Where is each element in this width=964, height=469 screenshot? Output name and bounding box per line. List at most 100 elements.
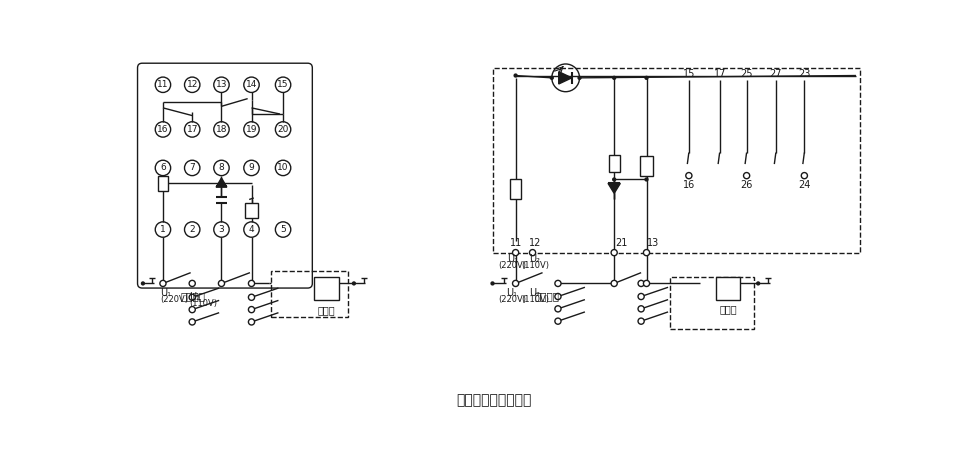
Circle shape	[638, 280, 644, 287]
Text: 7: 7	[189, 163, 195, 173]
Text: (110V): (110V)	[521, 261, 549, 270]
Text: 15: 15	[683, 69, 695, 79]
Circle shape	[189, 319, 196, 325]
Circle shape	[555, 318, 561, 324]
Polygon shape	[559, 72, 572, 84]
Circle shape	[743, 173, 750, 179]
Bar	[510, 180, 521, 199]
Circle shape	[555, 280, 561, 287]
Circle shape	[141, 281, 146, 286]
Circle shape	[555, 294, 561, 300]
Circle shape	[189, 280, 196, 287]
Text: 17: 17	[186, 125, 198, 134]
Text: 8: 8	[219, 163, 225, 173]
Polygon shape	[216, 178, 227, 187]
Text: 5: 5	[281, 225, 286, 234]
Text: 9: 9	[249, 163, 254, 173]
Text: 21: 21	[616, 238, 629, 249]
Text: 1: 1	[160, 225, 166, 234]
Bar	[609, 155, 620, 172]
Circle shape	[160, 280, 166, 287]
Polygon shape	[608, 183, 620, 193]
Circle shape	[513, 280, 519, 287]
Bar	[639, 156, 654, 175]
Circle shape	[611, 280, 617, 287]
Circle shape	[189, 294, 196, 300]
Text: 27: 27	[769, 69, 782, 79]
Bar	[670, 277, 754, 329]
Text: U₁: U₁	[506, 287, 518, 298]
Circle shape	[644, 177, 649, 182]
Bar	[157, 175, 169, 191]
Circle shape	[756, 281, 761, 286]
Text: U₁: U₁	[160, 287, 171, 298]
Text: U₂: U₂	[529, 287, 541, 298]
Circle shape	[611, 250, 617, 256]
Text: 13: 13	[216, 80, 228, 89]
Text: (220V): (220V)	[160, 295, 188, 304]
Circle shape	[352, 281, 356, 286]
Circle shape	[638, 306, 644, 312]
Bar	[246, 203, 257, 218]
Circle shape	[529, 250, 536, 256]
Text: 2: 2	[189, 225, 195, 234]
Circle shape	[219, 280, 225, 287]
Circle shape	[685, 173, 692, 179]
Text: 19: 19	[246, 125, 257, 134]
Circle shape	[612, 177, 616, 182]
Text: 13: 13	[647, 238, 658, 249]
Text: (220V): (220V)	[497, 295, 525, 304]
Circle shape	[643, 250, 650, 256]
Text: 16: 16	[683, 180, 695, 190]
Text: 18: 18	[216, 125, 228, 134]
Text: U₂: U₂	[529, 254, 541, 264]
Bar	[493, 68, 860, 253]
Text: 15: 15	[278, 80, 289, 89]
Text: 10: 10	[278, 163, 289, 173]
Text: 4: 4	[249, 225, 254, 234]
Bar	[716, 277, 740, 300]
Text: 跳闸触点: 跳闸触点	[535, 292, 560, 302]
Circle shape	[643, 280, 650, 287]
Text: (110V): (110V)	[521, 295, 549, 304]
Text: 断路器: 断路器	[317, 305, 335, 315]
Circle shape	[249, 307, 254, 313]
Text: 20: 20	[278, 125, 289, 134]
Circle shape	[249, 280, 254, 287]
Text: (110V): (110V)	[189, 299, 217, 308]
Text: 跳闸回路监视典型图: 跳闸回路监视典型图	[456, 393, 532, 408]
Text: 16: 16	[157, 125, 169, 134]
Text: 12: 12	[186, 80, 198, 89]
Text: (220V): (220V)	[498, 261, 526, 270]
Text: 24: 24	[798, 180, 811, 190]
Text: 6: 6	[160, 163, 166, 173]
Circle shape	[801, 173, 808, 179]
Text: U₁: U₁	[507, 254, 518, 264]
Circle shape	[638, 294, 644, 300]
Text: 3: 3	[219, 225, 225, 234]
Circle shape	[491, 281, 495, 286]
Text: 12: 12	[529, 238, 542, 249]
Bar	[271, 271, 348, 318]
Text: 跳闸触点: 跳闸触点	[180, 292, 205, 302]
Text: 25: 25	[740, 69, 753, 79]
Text: 11: 11	[157, 80, 169, 89]
Circle shape	[513, 250, 519, 256]
Circle shape	[514, 73, 518, 78]
Circle shape	[189, 307, 196, 313]
Text: 11: 11	[510, 238, 522, 249]
Circle shape	[555, 306, 561, 312]
Circle shape	[644, 76, 649, 80]
Circle shape	[249, 319, 254, 325]
Text: 26: 26	[740, 180, 753, 190]
Circle shape	[577, 76, 581, 80]
Bar	[314, 277, 338, 300]
Circle shape	[612, 76, 616, 80]
Circle shape	[638, 318, 644, 324]
Circle shape	[249, 294, 254, 300]
Text: 17: 17	[713, 69, 726, 79]
Text: 14: 14	[246, 80, 257, 89]
Text: 断路器: 断路器	[719, 304, 736, 315]
Circle shape	[549, 76, 554, 80]
Text: 23: 23	[798, 69, 811, 79]
